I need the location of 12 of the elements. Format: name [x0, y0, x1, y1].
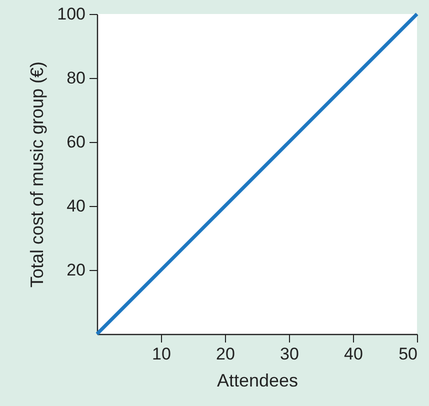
x-tick-label: 30 [280, 344, 299, 364]
x-tick-label: 10 [152, 344, 171, 364]
y-tick-label: 20 [66, 260, 86, 280]
x-tick-label: 40 [344, 344, 363, 364]
y-tick-label: 40 [66, 196, 86, 216]
y-tick-label: 60 [66, 132, 86, 152]
x-axis-title: Attendees [216, 370, 298, 390]
x-tick-label: 20 [216, 344, 235, 364]
y-axis-title: Total cost of music group (€) [27, 61, 48, 288]
x-tick-label: 50 [398, 344, 418, 364]
y-tick-label: 100 [57, 4, 86, 24]
y-tick-label: 80 [66, 68, 86, 88]
